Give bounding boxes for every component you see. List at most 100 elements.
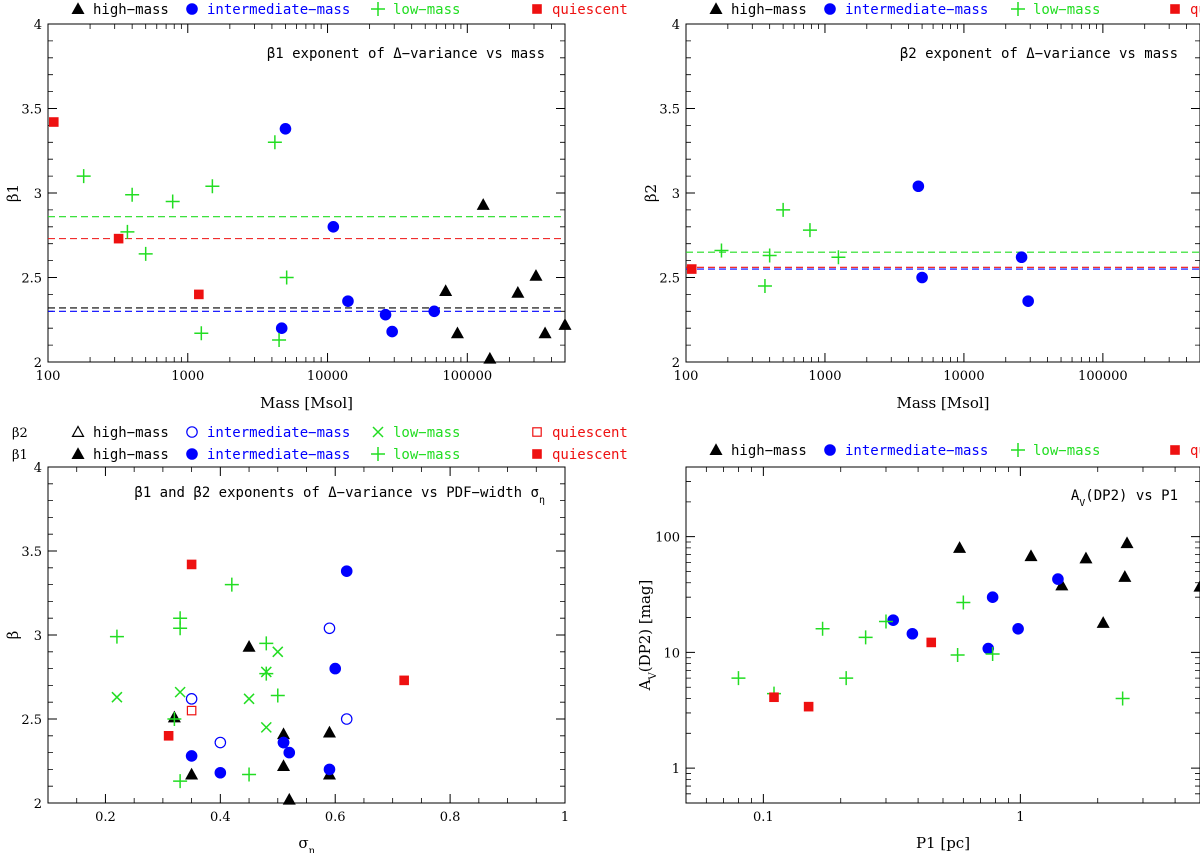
- point-low: [242, 767, 257, 782]
- legend-label-high: high−mass: [93, 425, 169, 441]
- legend-label-quiescent: quiescent: [1190, 443, 1200, 459]
- point-low: [878, 614, 893, 629]
- legend-label-low: low−mass: [393, 2, 460, 18]
- legend-marker-quiescent: [1170, 4, 1180, 14]
- legend-label-low: low−mass: [393, 425, 460, 441]
- y-tick-label: 4: [34, 461, 42, 476]
- x-tick-label: 10000: [307, 369, 348, 384]
- point-intermediate: [386, 325, 398, 338]
- legend-label-intermediate: intermediate−mass: [207, 425, 350, 441]
- chart-annotation: β2 exponent of Δ−variance vs mass: [900, 46, 1178, 62]
- x-tick-label: 10000: [943, 369, 984, 384]
- point-low: [858, 630, 873, 645]
- y-tick-label: 4: [34, 18, 42, 33]
- legend-label-intermediate: intermediate−mass: [207, 2, 350, 18]
- legend-marker-high: [71, 447, 85, 459]
- point-low: [167, 712, 182, 726]
- point-low: [224, 577, 239, 592]
- x-tick-label: 100000: [1078, 369, 1128, 384]
- x-axis-label: ση: [298, 834, 314, 853]
- point-low: [260, 721, 272, 733]
- series-intermediate-circle: [912, 180, 1034, 307]
- x-tick-label: 0.8: [440, 810, 461, 825]
- chart-annotation: β1 exponent of Δ−variance vs mass: [267, 46, 545, 62]
- axis-ticks-4: 0.1 1 1 10 100: [655, 467, 1200, 825]
- plot-frame-3: [47, 466, 566, 804]
- point-low: [831, 250, 846, 265]
- legend-label-high: high−mass: [93, 447, 169, 463]
- series-quiescent-square: [769, 637, 937, 712]
- point-intermediate: [279, 122, 292, 135]
- point-low: [757, 278, 772, 293]
- point-high: [439, 284, 453, 297]
- point-high: [476, 198, 490, 210]
- legend-label-low: low−mass: [393, 447, 460, 463]
- y-tick-label: 2: [34, 356, 42, 371]
- y-axis-label: AV(DP2) [mag]: [636, 580, 659, 692]
- point-high: [953, 541, 967, 553]
- series-quiescent-square: [163, 559, 409, 741]
- point-low: [985, 646, 1000, 661]
- y-tick-label: 3: [34, 187, 42, 202]
- x-tick-label: 1000: [808, 369, 841, 384]
- x-tick-label: 100: [674, 369, 699, 384]
- legend-label-quiescent: quiescent: [552, 425, 628, 441]
- legend-marker-intermediate: [186, 3, 198, 15]
- point-intermediate: [185, 693, 198, 705]
- point-intermediate: [342, 295, 354, 307]
- legend-marker-high: [71, 425, 85, 437]
- chart-panel-3: 0.2 0.4 0.6 0.8 1 2 2.5 3 3.5 4 β1 and β2 exponent…: [4, 425, 628, 853]
- point-quiescent: [186, 559, 197, 570]
- point-high: [558, 318, 572, 330]
- point-low: [267, 135, 282, 150]
- y-tick-label: 3.5: [21, 545, 42, 560]
- legend-4: high−mass intermediate−mass low−mass quiesc…: [709, 443, 1200, 459]
- point-high: [1079, 551, 1093, 564]
- y-tick-label: 3: [672, 187, 680, 202]
- point-low: [272, 333, 287, 348]
- point-intermediate: [275, 322, 288, 334]
- legend-label-quiescent: quiescent: [1190, 2, 1200, 18]
- point-low: [173, 774, 188, 789]
- legend-marker-low: [1011, 443, 1025, 457]
- point-high: [282, 792, 296, 805]
- series-intermediate-circle: [275, 122, 441, 338]
- point-intermediate: [283, 746, 296, 759]
- chart-annotation: β1 and β2 exponents of Δ−variance vs PDF…: [134, 485, 545, 506]
- point-intermediate: [1012, 622, 1024, 635]
- point-quiescent: [399, 675, 409, 686]
- point-low: [111, 691, 123, 703]
- point-high: [538, 326, 552, 339]
- series-low-plus: [76, 135, 294, 348]
- point-high: [322, 725, 336, 738]
- point-high: [277, 759, 291, 772]
- point-intermediate: [906, 627, 919, 640]
- axis-ticks-3: 0.2 0.4 0.6 0.8 1 2 2.5 3 3.5 4: [21, 461, 569, 825]
- point-low: [714, 243, 729, 258]
- legend-marker-high: [709, 2, 723, 14]
- point-intermediate: [912, 180, 925, 193]
- point-low: [259, 636, 274, 651]
- y-axis-label: β1: [4, 184, 22, 202]
- x-tick-label: 1000: [171, 369, 204, 384]
- series-quiescent-square: [686, 264, 697, 274]
- chart-panel-4: 0.1 1 1 10 100 AV(DP2) vs P1 P1 [pc] AV(DP2) [m…: [636, 443, 1200, 852]
- x-tick-label: 1: [561, 810, 569, 825]
- point-low: [802, 223, 817, 238]
- legend-label-quiescent: quiescent: [552, 447, 628, 463]
- point-low: [950, 647, 965, 662]
- legend-marker-quiescent: [532, 4, 542, 14]
- point-intermediate: [428, 305, 441, 318]
- x-tick-label: 100: [36, 369, 61, 384]
- series-low-plus: [109, 577, 285, 789]
- point-high: [1096, 616, 1110, 628]
- y-tick-label: 100: [655, 531, 680, 546]
- point-quiescent: [48, 117, 59, 127]
- y-tick-label: 2.5: [21, 272, 42, 287]
- plot-frame-2: [685, 23, 1200, 363]
- series-high-triangle: [167, 640, 336, 805]
- chart-annotation: AV(DP2) vs P1: [1071, 488, 1178, 509]
- y-tick-label: 3.5: [21, 103, 42, 118]
- series-quiescent-square-open: [186, 705, 197, 716]
